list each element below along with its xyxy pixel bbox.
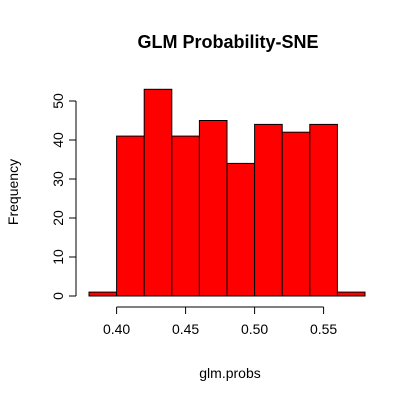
bars-group <box>88 88 366 297</box>
histogram-bar <box>309 123 338 297</box>
histogram-bar <box>116 135 145 297</box>
histogram-bar <box>336 291 366 297</box>
histogram-bar <box>88 291 118 297</box>
y-tick-label: 40 <box>50 132 66 148</box>
histogram-bar <box>226 162 256 297</box>
x-axis-label: glm.probs <box>199 365 260 381</box>
histogram-bar <box>281 131 311 297</box>
histogram-bar <box>171 135 200 297</box>
x-tick-label: 0.45 <box>172 321 199 337</box>
x-tick-label: 0.40 <box>103 321 130 337</box>
y-tick-label: 50 <box>50 93 66 109</box>
x-tick-label: 0.50 <box>241 321 268 337</box>
x-axis: 0.40 0.45 0.50 0.55 <box>103 306 337 337</box>
x-tick-label: 0.55 <box>310 321 337 337</box>
y-tick-label: 30 <box>50 171 66 187</box>
y-tick-label: 10 <box>50 249 66 265</box>
y-tick-label: 0 <box>50 292 66 300</box>
y-axis-label: Frequency <box>5 159 21 225</box>
histogram-bar <box>143 88 173 297</box>
y-axis: 0 10 20 30 40 50 <box>50 93 77 300</box>
histogram-bar <box>254 123 283 297</box>
histogram-bar <box>198 120 228 297</box>
y-tick-label: 20 <box>50 210 66 226</box>
chart-title: GLM Probability-SNE <box>137 32 318 52</box>
